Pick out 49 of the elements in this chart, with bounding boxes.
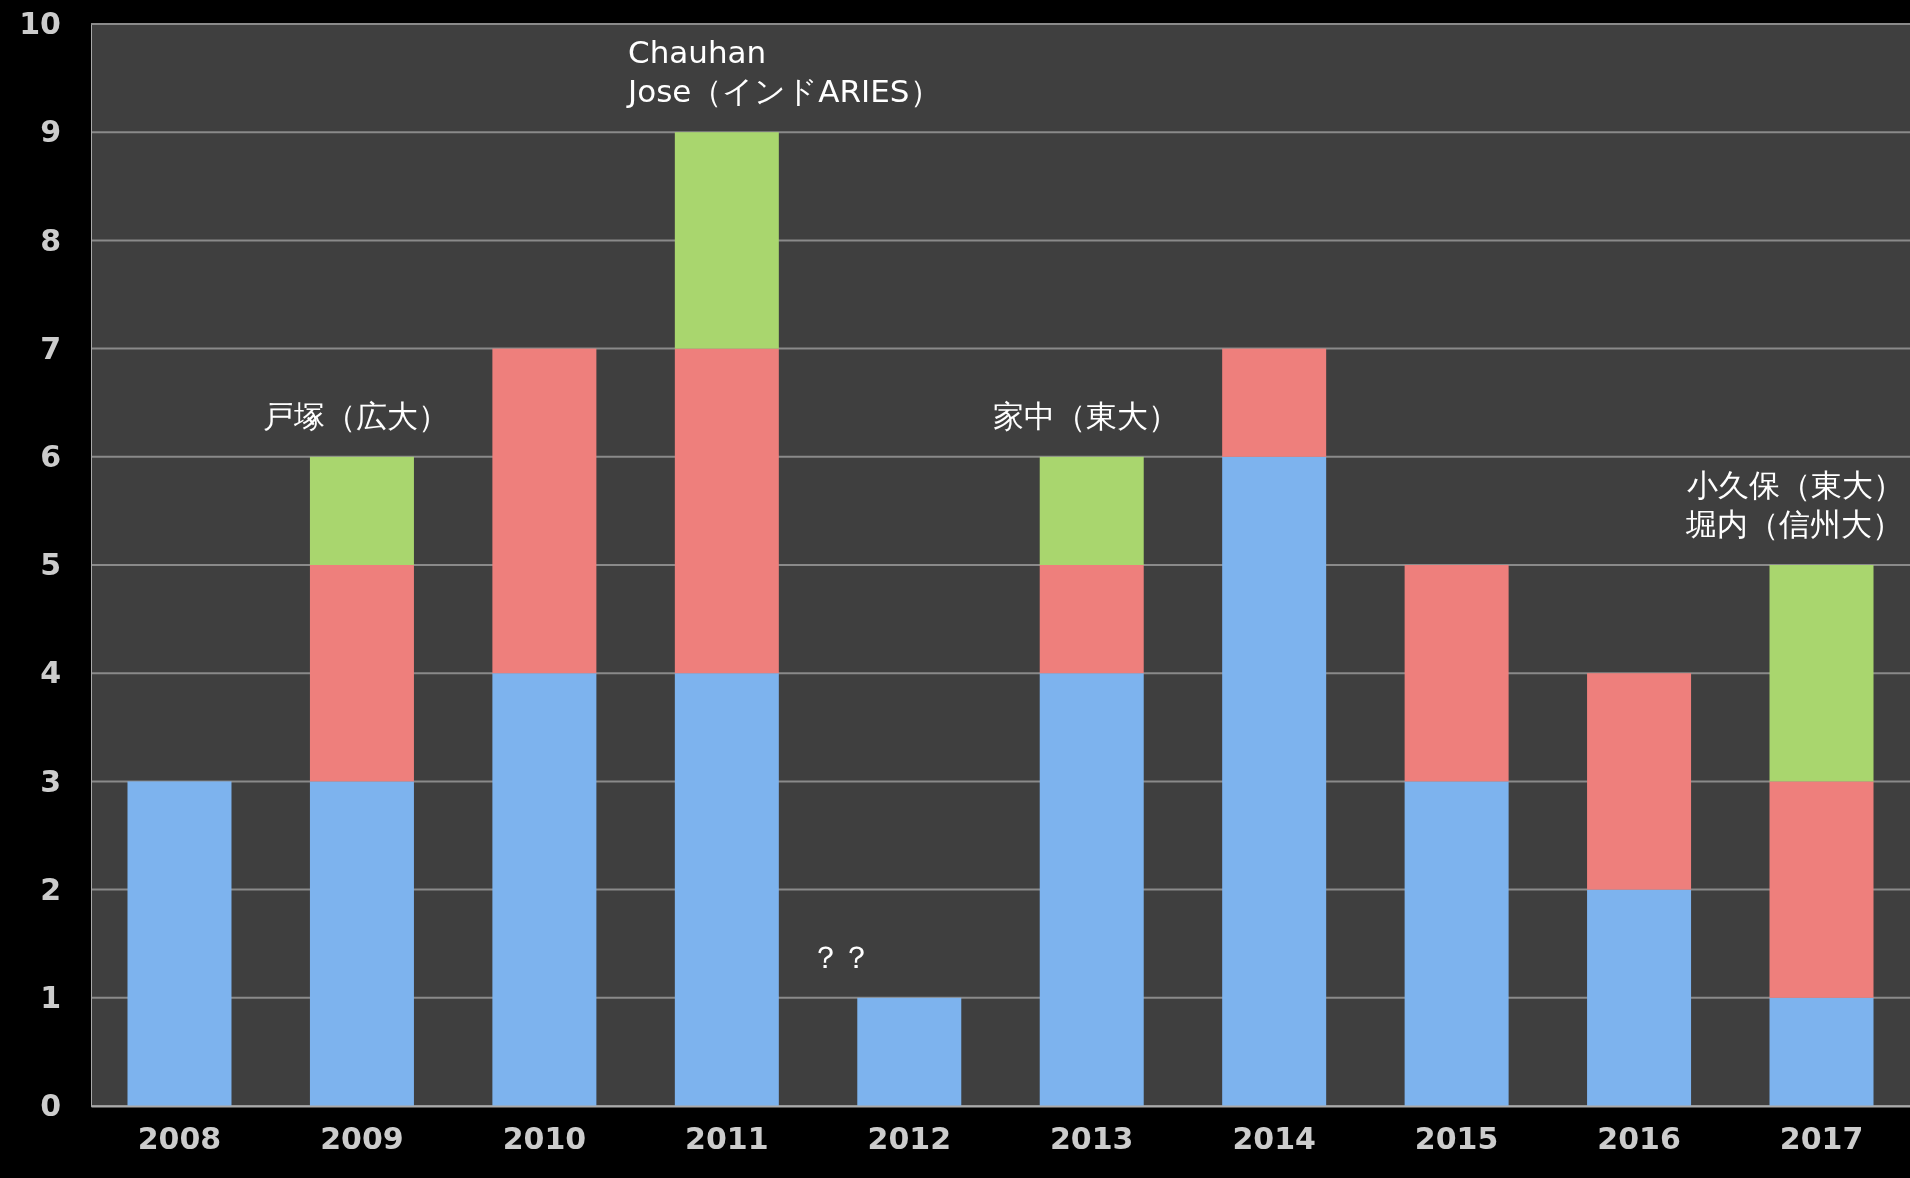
bar bbox=[1769, 565, 1874, 782]
bar bbox=[1404, 565, 1509, 782]
bar bbox=[309, 456, 414, 565]
bar bbox=[674, 348, 779, 674]
y-tick-label: 2 bbox=[40, 871, 61, 907]
x-tick-label: 2015 bbox=[1414, 1121, 1499, 1157]
bar bbox=[309, 565, 414, 782]
annotation: 堀内（信州大） bbox=[1685, 506, 1903, 542]
x-tick-label: 2016 bbox=[1597, 1121, 1681, 1157]
bar bbox=[1769, 781, 1874, 998]
x-tick-label: 2010 bbox=[502, 1121, 587, 1157]
bar bbox=[1769, 997, 1874, 1106]
bar bbox=[1222, 456, 1327, 1106]
bar bbox=[1222, 348, 1327, 457]
bar bbox=[1587, 889, 1692, 1106]
y-tick-label: 0 bbox=[40, 1088, 61, 1124]
bar bbox=[309, 781, 414, 1106]
y-tick-label: 6 bbox=[40, 438, 61, 474]
x-tick-label: 2011 bbox=[685, 1121, 769, 1157]
x-tick-label: 2009 bbox=[320, 1121, 404, 1157]
bar bbox=[1039, 673, 1144, 1106]
bar bbox=[492, 348, 597, 674]
annotation: 家中（東大） bbox=[992, 397, 1179, 434]
x-tick-label: 2008 bbox=[137, 1121, 222, 1157]
y-tick-label: 10 bbox=[19, 6, 61, 42]
x-tick-label: 2013 bbox=[1049, 1121, 1134, 1157]
y-tick-label: 1 bbox=[40, 979, 61, 1015]
bar bbox=[1039, 565, 1144, 674]
bar bbox=[674, 673, 779, 1106]
annotation: 戸塚（広大） bbox=[263, 397, 450, 434]
y-tick-label: 9 bbox=[40, 114, 61, 150]
y-tick-label: 7 bbox=[40, 330, 61, 366]
y-tick-label: 8 bbox=[40, 222, 61, 258]
x-tick-label: 2012 bbox=[867, 1121, 952, 1157]
bar bbox=[857, 997, 962, 1106]
y-tick-label: 4 bbox=[40, 655, 61, 691]
bar bbox=[1587, 673, 1692, 890]
annotation: Chauhan Jose（インドARIES） bbox=[626, 34, 941, 110]
y-tick-label: 3 bbox=[40, 763, 61, 799]
y-tick-label: 5 bbox=[40, 547, 61, 583]
bar bbox=[674, 132, 779, 349]
bar bbox=[1039, 456, 1144, 565]
x-tick-label: 2017 bbox=[1779, 1121, 1864, 1157]
annotation: 小久保（東大） bbox=[1687, 467, 1904, 503]
bar bbox=[127, 781, 232, 1106]
bar bbox=[492, 673, 597, 1106]
x-tick-label: 2014 bbox=[1232, 1121, 1316, 1157]
annotation: ？？ bbox=[810, 938, 873, 975]
bar bbox=[1404, 781, 1509, 1106]
